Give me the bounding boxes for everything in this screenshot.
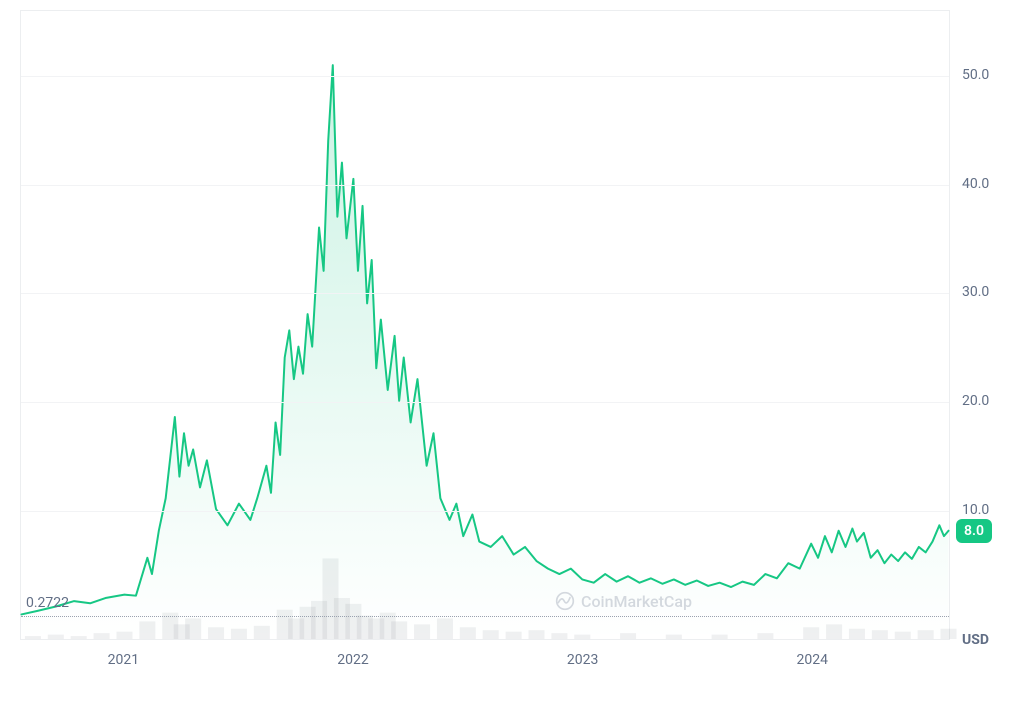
y-axis-tick-label: 50.0 (962, 67, 989, 83)
start-price-dotted-line (21, 616, 949, 617)
gridline (21, 76, 949, 77)
price-area-fill (21, 65, 948, 639)
current-price-badge: 8.0 (956, 519, 992, 543)
y-axis-tick-label: 30.0 (962, 284, 989, 300)
x-axis-tick-label: 2024 (796, 652, 827, 668)
x-axis-tick-label: 2021 (108, 652, 139, 668)
x-axis-tick-label: 2022 (337, 652, 368, 668)
price-line-svg (21, 11, 949, 639)
gridline (21, 293, 949, 294)
gridline (21, 402, 949, 403)
currency-label: USD (962, 632, 989, 648)
y-axis-tick-label: 10.0 (962, 502, 989, 518)
watermark-text: CoinMarketCap (581, 592, 692, 611)
price-chart-plot-area (20, 10, 950, 640)
coinmarketcap-logo-icon (555, 591, 575, 611)
y-axis-tick-label: 20.0 (962, 393, 989, 409)
gridline (21, 511, 949, 512)
watermark: CoinMarketCap (555, 591, 692, 611)
y-axis-tick-label: 40.0 (962, 176, 989, 192)
current-price-text: 8.0 (964, 523, 984, 539)
x-axis-tick-label: 2023 (567, 652, 598, 668)
gridline (21, 185, 949, 186)
start-price-label: 0.2722 (26, 595, 69, 611)
